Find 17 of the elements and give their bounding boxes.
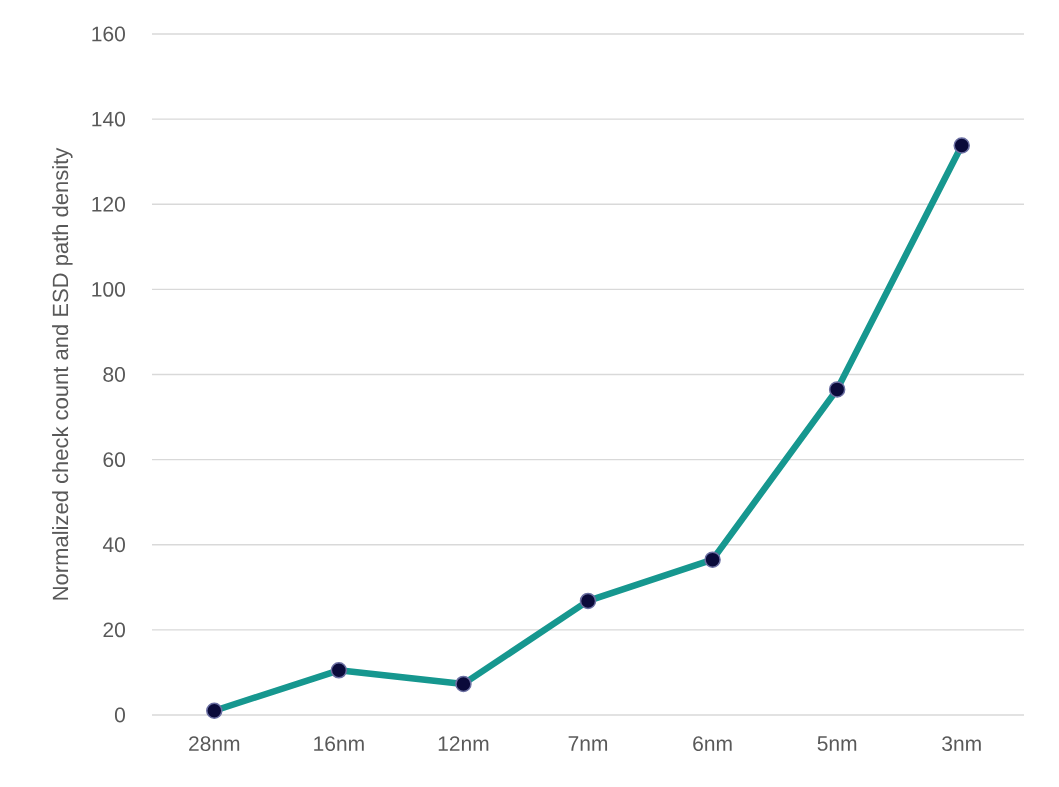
x-tick-label: 16nm [314, 736, 364, 752]
y-tick-label: 140 [92, 111, 125, 127]
x-tick-label: 3nm [942, 736, 981, 752]
y-tick-label: 20 [103, 622, 125, 638]
y-tick-label: 0 [114, 707, 125, 723]
x-tick-label: 7nm [568, 736, 608, 751]
y-tick-label: 60 [103, 452, 125, 468]
y-tick-label: 160 [92, 26, 125, 42]
x-tick-label: 6nm [693, 736, 732, 752]
x-tick-label: 5nm [817, 736, 857, 751]
y-tick-label: 80 [103, 367, 125, 382]
x-tick-label: 28nm [189, 736, 240, 752]
y-axis-title: Normalized check count and ESD path density [52, 147, 73, 600]
y-tick-label: 120 [92, 196, 125, 212]
y-tick-label: 100 [92, 281, 125, 297]
y-tick-label: 40 [102, 537, 125, 553]
x-tick-label: 12nm [438, 736, 489, 751]
